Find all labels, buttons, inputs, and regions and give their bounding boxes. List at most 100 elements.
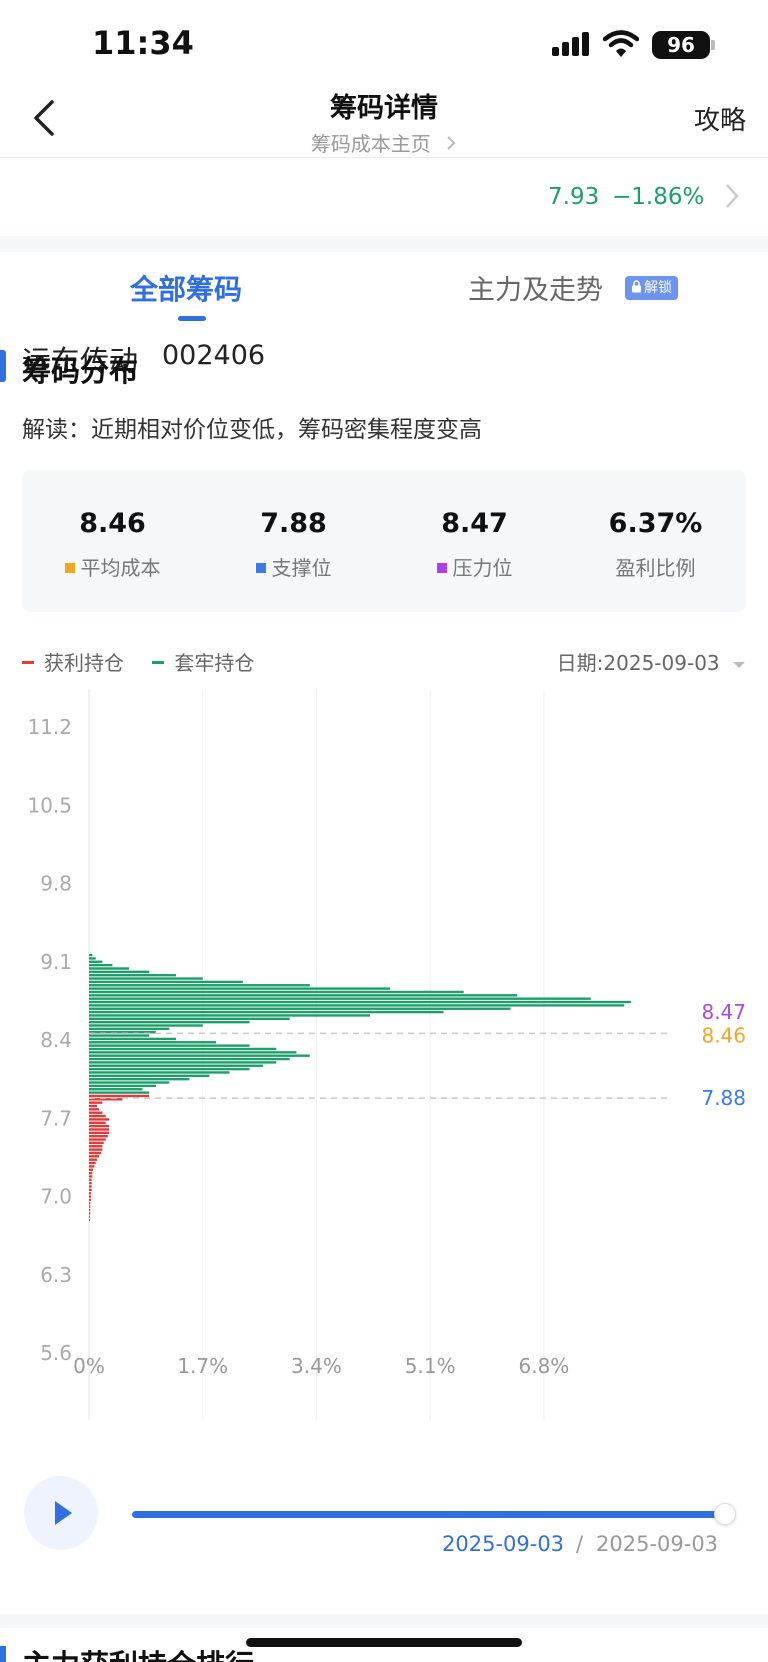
trapped-bar <box>89 1054 310 1057</box>
y-tick-label: 9.8 <box>40 872 72 896</box>
profit-bar <box>89 1141 104 1145</box>
y-tick-label: 11.2 <box>27 715 72 739</box>
trapped-bar <box>89 1017 290 1020</box>
trapped-bar <box>89 1000 631 1004</box>
trapped-bar <box>89 1071 230 1074</box>
stat-value: 7.88 <box>260 508 327 539</box>
profit-bar <box>89 1131 110 1135</box>
trapped-bar <box>89 1077 190 1081</box>
profit-bar <box>89 1195 92 1198</box>
trapped-bar <box>89 970 150 974</box>
profit-bar <box>89 1134 108 1138</box>
profit-legend-label: 获利持仓 <box>44 651 124 675</box>
trapped-bar <box>89 1024 203 1027</box>
stat-label: 盈利比例 <box>615 556 696 580</box>
trapped-legend-label: 套牢持仓 <box>174 651 255 675</box>
chip-cost-home-link[interactable]: 筹码成本主页 <box>0 128 768 157</box>
chip-distribution-chart: 11.2 10.5 9.8 9.1 8.4 7.7 7.0 6.3 5.6 0% 1.7% 3.4%… <box>27 690 746 1420</box>
trapped-bar <box>89 987 391 990</box>
current-date: 2025-09-03 <box>442 1532 565 1556</box>
profit-bar <box>89 1148 103 1151</box>
status-time: 11:34 <box>92 24 194 62</box>
trapped-bar <box>89 1061 277 1064</box>
stat-value: 8.46 <box>79 508 146 539</box>
trapped-bar <box>89 1004 625 1007</box>
back-icon[interactable] <box>30 98 58 138</box>
trapped-bar <box>89 980 243 984</box>
tab-all-chips[interactable]: 全部筹码 <box>130 273 243 306</box>
divider <box>0 157 768 158</box>
profit-bar <box>89 1094 150 1098</box>
x-tick-label: 3.4% <box>291 1354 342 1378</box>
x-tick-label: 6.8% <box>519 1354 570 1378</box>
next-section-title: 主力获利持仓排行 <box>22 1642 254 1662</box>
profit-bar <box>89 1175 93 1178</box>
profit-bar <box>89 1205 91 1208</box>
unlock-badge[interactable]: 解锁 <box>625 276 678 300</box>
profit-bar <box>89 1138 106 1141</box>
trapped-bar <box>89 973 176 977</box>
caret-down-icon <box>733 661 745 668</box>
support-marker <box>255 562 266 573</box>
trapped-bar <box>89 1047 277 1051</box>
profit-bar <box>89 1118 110 1121</box>
trapped-bar <box>89 957 96 960</box>
trapped-bar <box>89 994 518 997</box>
section-accent-bar <box>0 350 6 382</box>
profit-bar <box>89 1188 92 1192</box>
trapped-bar <box>89 997 591 1000</box>
profit-bar <box>89 1104 98 1108</box>
reference-label: 7.88 <box>701 1086 746 1110</box>
play-button[interactable] <box>24 1476 98 1550</box>
trapped-bar <box>89 1007 511 1010</box>
profit-bar <box>89 1145 103 1148</box>
trapped-bar <box>89 1057 290 1061</box>
trapped-bar <box>89 1020 250 1024</box>
interpretation-text: 解读：近期相对价位变低，筹码密集程度变高 <box>22 417 482 443</box>
trapped-bar <box>89 1027 170 1031</box>
stock-row[interactable]: 远东传动 002406 7.93 −1.86% <box>0 160 768 378</box>
profit-bar <box>89 1155 100 1158</box>
profit-bar <box>89 1208 91 1212</box>
play-icon <box>55 1501 72 1525</box>
section-gap <box>0 236 768 252</box>
tab-main-force-trend[interactable]: 主力及走势 <box>468 275 603 306</box>
y-tick-label: 7.0 <box>40 1185 72 1209</box>
stock-change-pct: −1.86% <box>612 184 705 210</box>
lock-icon <box>632 280 641 293</box>
home-indicator <box>246 1638 522 1647</box>
x-tick-label: 5.1% <box>405 1354 456 1378</box>
strategy-link[interactable]: 攻略 <box>693 106 746 136</box>
battery-tip <box>711 40 715 50</box>
trapped-bar <box>89 1067 250 1071</box>
profit-bar <box>89 1128 110 1131</box>
profit-bar <box>89 1185 92 1188</box>
reference-label: 8.47 <box>701 1000 746 1024</box>
profit-bar <box>89 1108 100 1111</box>
y-tick-label: 6.3 <box>40 1263 72 1287</box>
chart-legend: 获利持仓 套牢持仓 <box>22 647 254 676</box>
chevron-right-icon <box>726 184 739 208</box>
stat-value: 8.47 <box>441 508 508 539</box>
date-selector[interactable]: 日期:2025-09-03 <box>557 647 746 676</box>
wifi-icon <box>603 30 639 57</box>
y-tick-label: 8.4 <box>40 1028 72 1052</box>
average-cost-marker <box>64 562 75 573</box>
playback-progress-bar[interactable] <box>132 1511 724 1518</box>
resistance-marker <box>436 562 447 573</box>
profit-bar <box>89 1212 91 1215</box>
profit-bar <box>89 1168 94 1171</box>
trapped-bar <box>89 1031 156 1034</box>
trapped-bar <box>89 1051 297 1054</box>
trapped-bar <box>89 1034 150 1037</box>
profit-bar <box>89 1215 90 1218</box>
playback-slider-handle[interactable] <box>714 1503 736 1525</box>
x-tick-label: 0% <box>73 1354 105 1378</box>
cellular-signal-icon <box>552 32 592 56</box>
trapped-bar <box>89 1041 217 1044</box>
trapped-legend-swatch <box>152 661 165 664</box>
trapped-bar <box>89 960 103 963</box>
date-selector-label: 日期:2025-09-03 <box>556 651 720 675</box>
y-tick-label: 5.6 <box>40 1341 72 1365</box>
trapped-bar <box>89 1081 170 1084</box>
